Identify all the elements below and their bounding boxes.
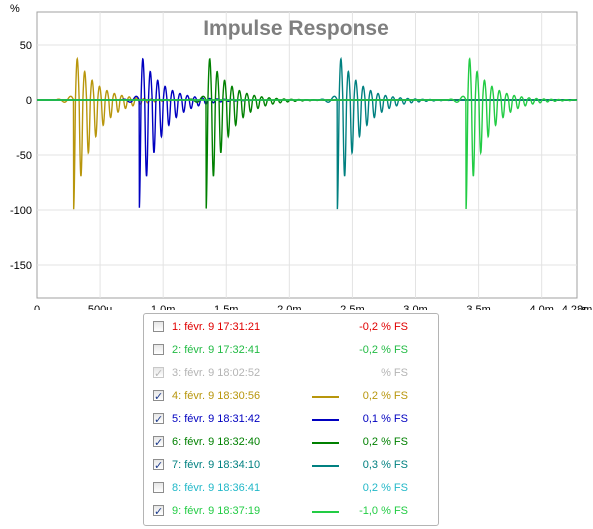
y-tick-label: -100 [10, 205, 32, 217]
x-tick-label: 2,0m [277, 304, 301, 310]
y-tick-label: 0 [26, 95, 32, 107]
legend-value: 0,1 % FS [362, 413, 408, 425]
tick-labels: 0 500u 1,0m 1,5m 2,0m 2,5m 3,0m 3,5m 4,0m 4,28m 50… [10, 40, 592, 310]
legend-row: 2: févr. 9 17:32:41 -0,2 % FS [144, 339, 438, 362]
legend-checkbox[interactable] [153, 482, 164, 493]
legend-row: 7: févr. 9 18:34:10 0,3 % FS [144, 454, 438, 477]
legend-value: -0,2 % FS [359, 344, 408, 356]
y-tick-label: -150 [10, 260, 32, 272]
legend-checkbox[interactable] [153, 385, 164, 408]
x-tick-label: 4,28m [562, 304, 593, 310]
x-tick-label: 3,5m [466, 304, 490, 310]
legend-swatch [312, 465, 339, 467]
y-tick-label: -50 [16, 150, 32, 162]
chart-title: Impulse Response [203, 17, 389, 40]
legend-value: -1,0 % FS [359, 505, 408, 517]
legend-row: 5: févr. 9 18:31:42 0,1 % FS [144, 408, 438, 431]
legend-value: -0,2 % FS [359, 321, 408, 333]
x-axis-unit-label: s [582, 304, 588, 310]
legend-checkbox[interactable] [153, 344, 164, 355]
legend-label: 1: févr. 9 17:31:21 [172, 321, 261, 333]
legend-checkbox[interactable] [153, 362, 164, 385]
legend-label: 4: févr. 9 18:30:56 [172, 390, 261, 402]
x-tick-label: 3,0m [403, 304, 427, 310]
legend-value: 0,3 % FS [362, 459, 408, 471]
legend-label: 3: févr. 9 18:02:52 [172, 367, 261, 379]
legend-label: 6: févr. 9 18:32:40 [172, 436, 261, 448]
legend-swatch [312, 419, 339, 421]
legend-checkbox[interactable] [153, 500, 164, 523]
x-tick-label: 0 [34, 304, 40, 310]
legend-label: 9: févr. 9 18:37:19 [172, 505, 261, 517]
legend-row: 6: févr. 9 18:32:40 0,2 % FS [144, 431, 438, 454]
legend-checkbox[interactable] [153, 321, 164, 332]
legend-value: % FS [381, 367, 408, 379]
x-tick-label: 500u [88, 304, 112, 310]
legend-row: 4: févr. 9 18:30:56 0,2 % FS [144, 385, 438, 408]
x-tick-label: 1,5m [214, 304, 238, 310]
legend-label: 7: févr. 9 18:34:10 [172, 459, 261, 471]
legend-label: 2: févr. 9 17:32:41 [172, 344, 261, 356]
legend-checkbox[interactable] [153, 408, 164, 431]
legend-swatch [312, 442, 339, 444]
x-tick-label: 1,0m [151, 304, 175, 310]
legend-checkbox[interactable] [153, 431, 164, 454]
x-tick-label: 4,0m [529, 304, 553, 310]
legend-swatch [312, 396, 339, 398]
legend-row: 3: févr. 9 18:02:52 % FS [144, 362, 438, 385]
legend-swatch [312, 511, 339, 513]
legend-row: 9: févr. 9 18:37:19 -1,0 % FS [144, 500, 438, 523]
legend-label: 8: févr. 9 18:36:41 [172, 482, 261, 494]
y-tick-label: 50 [20, 40, 32, 52]
legend-row: 8: févr. 9 18:36:41 0,2 % FS [144, 477, 438, 500]
legend-checkbox[interactable] [153, 454, 164, 477]
legend-row: 1: févr. 9 17:31:21 -0,2 % FS [144, 316, 438, 339]
legend-value: 0,2 % FS [362, 436, 408, 448]
legend-value: 0,2 % FS [362, 390, 408, 402]
series-line-9 [37, 57, 578, 210]
legend-label: 5: févr. 9 18:31:42 [172, 413, 261, 425]
impulse-response-chart: Impulse Response % s 0 500u 1,0m 1,5m 2,0m 2,… [10, 3, 592, 310]
series-layer [37, 56, 578, 210]
legend-value: 0,2 % FS [362, 482, 408, 494]
y-axis-unit-label: % [10, 3, 20, 15]
legend-panel: 1: févr. 9 17:31:21 -0,2 % FS 2: févr. 9 1… [143, 313, 439, 526]
x-tick-label: 2,5m [340, 304, 364, 310]
